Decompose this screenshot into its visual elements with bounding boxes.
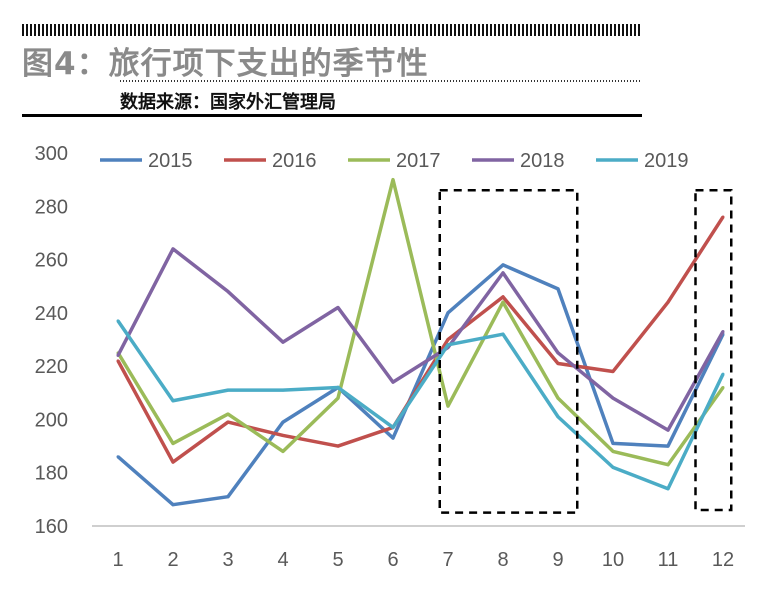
data-point-2018 (116, 353, 120, 357)
data-point-2019 (336, 385, 340, 389)
y-tick-label: 220 (35, 356, 68, 378)
data-point-2019 (116, 319, 120, 323)
data-point-2016 (226, 420, 230, 424)
data-point-2019 (721, 372, 725, 376)
highlight-box (438, 189, 579, 514)
data-point-2016 (116, 359, 120, 363)
data-point-2019 (611, 465, 615, 469)
x-tick-label: 3 (222, 549, 233, 571)
legend-label: 2017 (396, 150, 441, 172)
data-point-2018 (336, 306, 340, 310)
data-point-2017 (446, 404, 450, 408)
data-point-2018 (501, 271, 505, 275)
x-tick-label: 11 (658, 549, 679, 571)
data-point-2015 (171, 503, 175, 507)
data-point-2015 (556, 287, 560, 291)
data-point-2016 (721, 215, 725, 219)
data-point-2017 (226, 412, 230, 416)
data-point-2019 (171, 399, 175, 403)
legend-label: 2015 (148, 150, 193, 172)
data-point-2018 (611, 396, 615, 400)
data-point-2015 (446, 311, 450, 315)
data-point-2019 (281, 388, 285, 392)
highlight-box (694, 189, 733, 512)
data-point-2017 (281, 449, 285, 453)
data-point-2017 (721, 385, 725, 389)
series-line-2018 (116, 247, 725, 432)
data-point-2016 (501, 295, 505, 299)
data-point-2017 (556, 396, 560, 400)
data-point-2016 (611, 369, 615, 373)
data-point-2015 (391, 436, 395, 440)
x-tick-label: 1 (112, 549, 123, 571)
legend-label: 2019 (644, 150, 689, 172)
data-point-2018 (226, 290, 230, 294)
y-tick-label: 280 (35, 196, 68, 218)
data-point-2016 (446, 338, 450, 341)
x-tick-label: 6 (387, 549, 398, 571)
x-tick-label: 12 (712, 549, 734, 571)
header-rule (22, 114, 642, 117)
x-tick-label: 9 (552, 549, 563, 571)
dotted-divider (120, 80, 642, 82)
data-point-2019 (501, 332, 505, 336)
data-point-2016 (281, 433, 285, 437)
x-tick-label: 8 (497, 549, 508, 571)
data-point-2018 (171, 247, 175, 251)
legend-label: 2016 (272, 150, 317, 172)
x-tick-label: 4 (277, 549, 288, 571)
data-point-2016 (336, 444, 340, 448)
data-point-2015 (611, 441, 615, 445)
data-point-2019 (556, 415, 560, 419)
x-tick-label: 5 (332, 549, 343, 571)
y-tick-label: 260 (35, 250, 68, 272)
data-point-2016 (556, 361, 560, 365)
data-point-2015 (226, 495, 230, 499)
series-line-2017 (116, 177, 725, 467)
y-tick-label: 240 (35, 303, 68, 325)
data-point-2019 (446, 343, 450, 347)
data-point-2016 (171, 460, 175, 464)
data-point-2018 (281, 340, 285, 344)
data-point-2015 (501, 263, 505, 267)
series-line-2015 (116, 263, 725, 507)
figure-title: 图4：旅行项下支出的季节性 (22, 46, 429, 82)
series-line-2019 (116, 319, 725, 491)
data-point-2016 (666, 300, 670, 304)
data-point-2018 (721, 330, 725, 334)
data-point-2018 (556, 351, 560, 355)
data-point-2017 (171, 441, 175, 445)
data-point-2015 (281, 420, 285, 424)
x-tick-label: 2 (167, 549, 178, 571)
y-tick-label: 200 (35, 409, 68, 431)
legend-label: 2018 (520, 150, 565, 172)
data-point-2015 (116, 455, 120, 459)
data-point-2018 (391, 380, 395, 384)
x-tick-label: 7 (442, 549, 453, 571)
data-point-2017 (501, 300, 505, 304)
y-tick-label: 180 (35, 463, 68, 485)
data-point-2015 (666, 444, 670, 448)
y-tick-label: 160 (35, 516, 68, 538)
data-source: 数据来源：国家外汇管理局 (120, 92, 336, 113)
data-point-2017 (611, 449, 615, 453)
data-point-2019 (226, 388, 230, 392)
x-tick-label: 10 (602, 549, 624, 571)
data-point-2017 (336, 396, 340, 400)
data-point-2018 (666, 428, 670, 432)
data-point-2019 (391, 425, 395, 429)
data-point-2019 (666, 487, 670, 491)
y-tick-label: 300 (35, 143, 68, 165)
hatch-bar (22, 24, 642, 36)
data-point-2017 (666, 463, 670, 467)
data-point-2017 (391, 178, 395, 182)
